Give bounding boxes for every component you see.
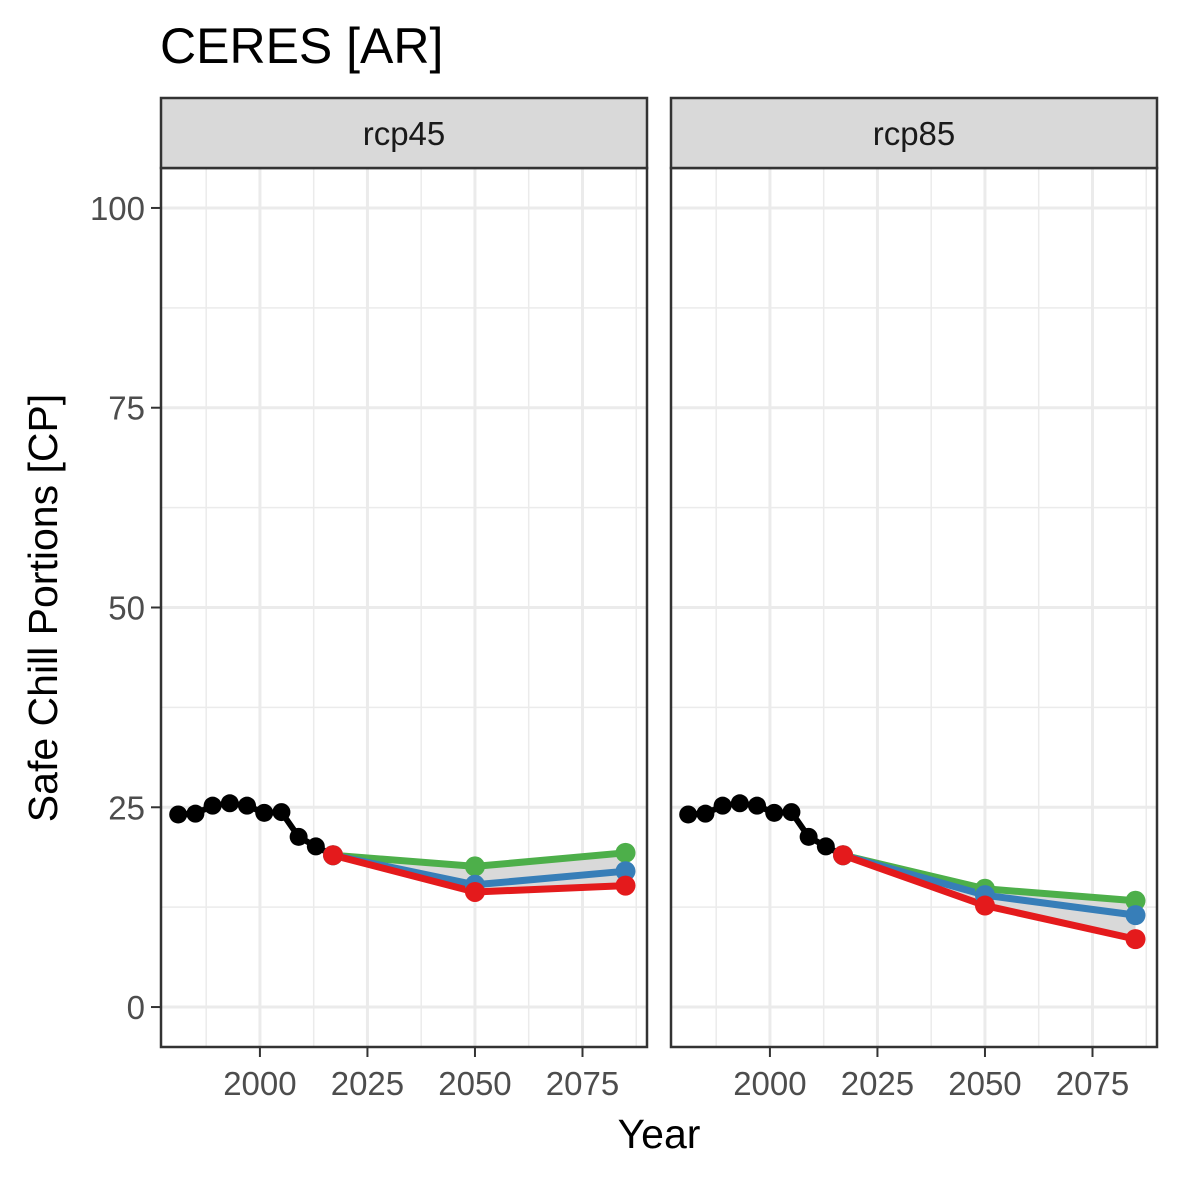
x-tick-label: 2000 [223,1065,296,1102]
x-tick-label: 2050 [948,1065,1021,1102]
historic-point [748,796,767,815]
historic-point [220,794,239,813]
y-tick-label: 25 [108,789,145,826]
x-axis-title: Year [618,1111,701,1157]
historic-point [765,803,784,822]
series-point-low [974,895,995,916]
historic-point [799,827,818,846]
series-point-high [1125,890,1146,911]
x-tick-label: 2000 [733,1065,806,1102]
series-point-median [615,861,636,882]
series-point-low [464,881,485,902]
panels: 0 25 50 75 100 rcp45 2000 2025 2050 2075 rcp85 2000… [90,96,1159,1102]
facet-strip [669,96,1159,170]
x-tick-label: 2050 [438,1065,511,1102]
historic-line [178,800,335,858]
historic-point [696,804,715,823]
facet-strip [159,96,649,170]
historic-point [238,796,257,815]
historic-line [688,800,845,858]
series-point-low [615,875,636,896]
facet-strip-label: rcp85 [873,115,956,152]
historic-point [272,803,291,822]
panel-rcp85: rcp85 2000 2025 2050 2075 [669,96,1159,1102]
facet-strip-label: rcp45 [363,115,446,152]
y-tick-label: 0 [127,989,145,1026]
historic-point [186,804,205,823]
historic-point [169,805,188,824]
historic-point [713,796,732,815]
historic-point [203,796,222,815]
x-tick-label: 2075 [546,1065,619,1102]
y-axis-title: Safe Chill Portions [CP] [20,394,66,822]
y-tick-label: 50 [108,590,145,627]
series-point-median [1125,905,1146,926]
chart-title: CERES [AR] [160,18,443,74]
historic-point [782,803,801,822]
panel-rcp45: rcp45 2000 2025 2050 2075 [159,96,649,1102]
series-point-low [1125,929,1146,950]
series-point-high [464,856,485,877]
series-point-high [615,842,636,863]
x-tick-label: 2075 [1056,1065,1129,1102]
y-tick-label: 75 [108,390,145,427]
historic-point [306,837,325,856]
x-tick-label: 2025 [331,1065,404,1102]
series-point-low [833,845,854,866]
y-tick-label: 100 [90,190,145,227]
historic-point [289,827,308,846]
historic-point [730,794,749,813]
historic-point [679,805,698,824]
historic-point [255,803,274,822]
x-tick-label: 2025 [841,1065,914,1102]
series-point-low [323,845,344,866]
historic-point [816,837,835,856]
